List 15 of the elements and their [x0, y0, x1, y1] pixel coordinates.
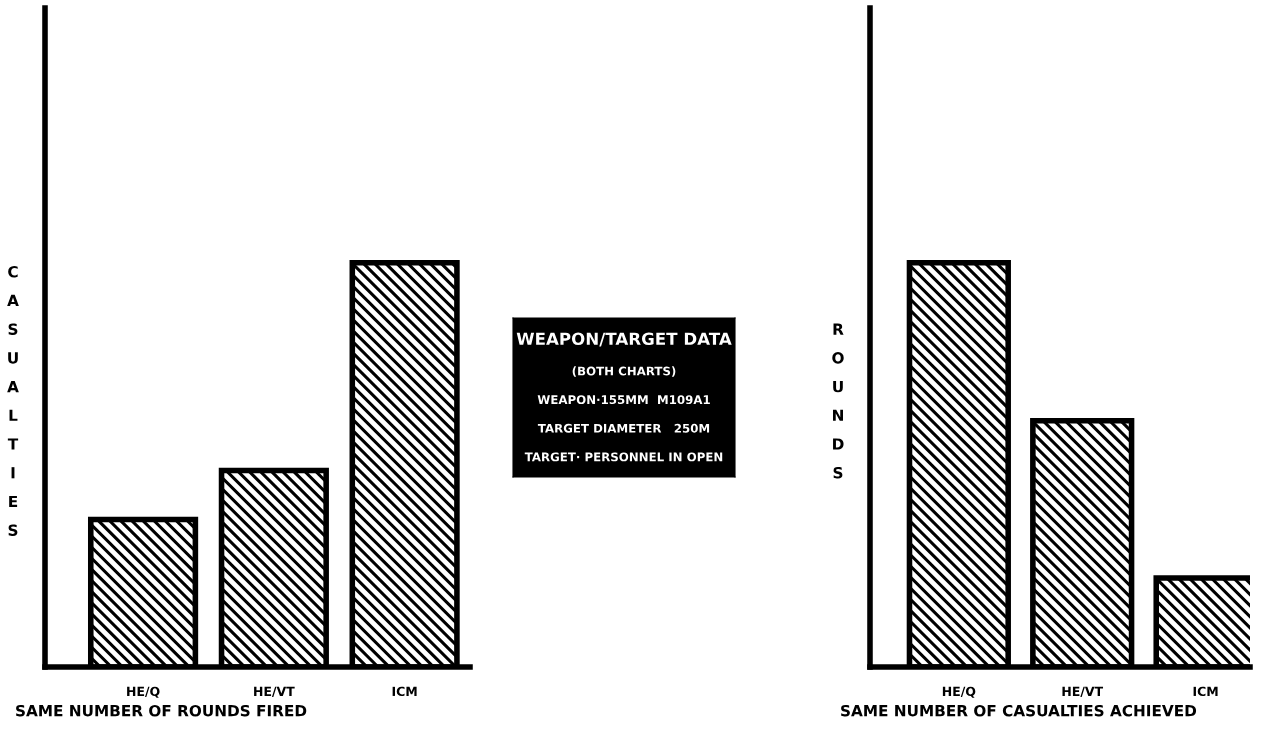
text: CASUALTIES	[7, 265, 19, 536]
x-axis-title: SAME NUMBER OF ROUNDS FIRED	[16, 704, 307, 717]
y-axis-title: ROUNDS	[832, 323, 844, 479]
x-tick-label: HE/VT	[1062, 686, 1104, 698]
x-axis-title: SAME NUMBER OF CASUALTIES ACHIEVED	[841, 704, 1197, 717]
x-tick-label: ICM	[1193, 686, 1218, 697]
text: TARGET DIAMETER 250M	[537, 423, 710, 433]
text: WEAPON/TARGET DATA	[516, 332, 732, 347]
x-tick-label: HE/VT	[254, 686, 295, 698]
x-tick-label: HE/Q	[942, 686, 976, 698]
text: (BOTH CHARTS)	[572, 366, 676, 377]
text: TARGET· PERSONNEL IN OPEN	[524, 452, 723, 462]
x-tick-label: HE/Q	[127, 686, 160, 698]
x-tick-label: ICM	[392, 686, 417, 697]
text: WEAPON·155MM M109A1	[537, 395, 710, 405]
